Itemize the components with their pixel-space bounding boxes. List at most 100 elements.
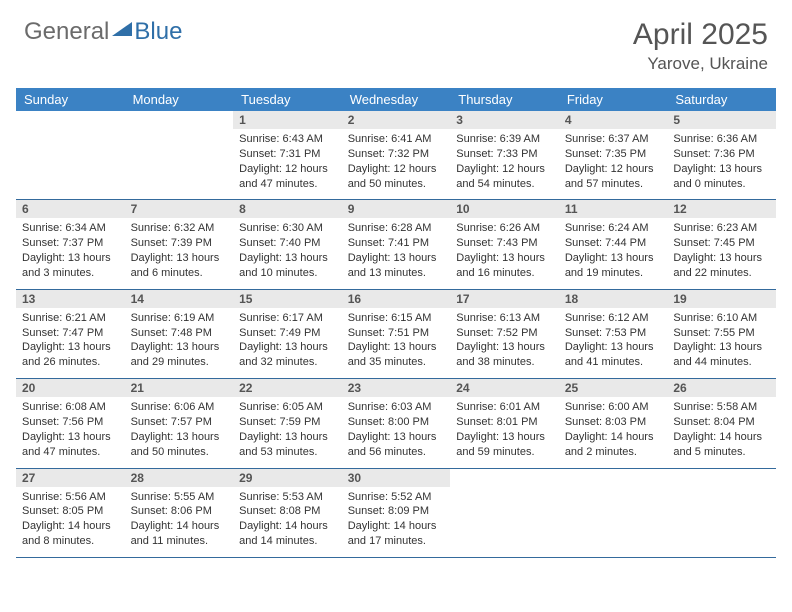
calendar-cell: 28Sunrise: 5:55 AMSunset: 8:06 PMDayligh… — [125, 468, 234, 557]
day-number: 4 — [559, 111, 668, 129]
calendar-cell: 19Sunrise: 6:10 AMSunset: 7:55 PMDayligh… — [667, 289, 776, 378]
day-number: 25 — [559, 379, 668, 397]
day-number: 7 — [125, 200, 234, 218]
day-number: 24 — [450, 379, 559, 397]
calendar-cell: 30Sunrise: 5:52 AMSunset: 8:09 PMDayligh… — [342, 468, 451, 557]
calendar-cell: 18Sunrise: 6:12 AMSunset: 7:53 PMDayligh… — [559, 289, 668, 378]
calendar-body: 1Sunrise: 6:43 AMSunset: 7:31 PMDaylight… — [16, 111, 776, 557]
day-details: Sunrise: 5:56 AMSunset: 8:05 PMDaylight:… — [16, 487, 125, 557]
calendar-row: 1Sunrise: 6:43 AMSunset: 7:31 PMDaylight… — [16, 111, 776, 200]
calendar-cell — [16, 111, 125, 200]
calendar-cell: 23Sunrise: 6:03 AMSunset: 8:00 PMDayligh… — [342, 379, 451, 468]
day-number: 13 — [16, 290, 125, 308]
page-title: April 2025 — [633, 18, 768, 52]
day-number: 29 — [233, 469, 342, 487]
day-details: Sunrise: 6:30 AMSunset: 7:40 PMDaylight:… — [233, 218, 342, 288]
calendar-cell — [125, 111, 234, 200]
calendar-cell — [450, 468, 559, 557]
calendar-cell: 13Sunrise: 6:21 AMSunset: 7:47 PMDayligh… — [16, 289, 125, 378]
day-number: 23 — [342, 379, 451, 397]
day-details: Sunrise: 6:19 AMSunset: 7:48 PMDaylight:… — [125, 308, 234, 378]
day-details: Sunrise: 5:53 AMSunset: 8:08 PMDaylight:… — [233, 487, 342, 557]
day-details: Sunrise: 6:13 AMSunset: 7:52 PMDaylight:… — [450, 308, 559, 378]
day-details: Sunrise: 6:06 AMSunset: 7:57 PMDaylight:… — [125, 397, 234, 467]
calendar-cell: 5Sunrise: 6:36 AMSunset: 7:36 PMDaylight… — [667, 111, 776, 200]
day-number: 30 — [342, 469, 451, 487]
calendar-cell — [667, 468, 776, 557]
day-details: Sunrise: 6:43 AMSunset: 7:31 PMDaylight:… — [233, 129, 342, 199]
location-label: Yarove, Ukraine — [633, 54, 768, 74]
day-number: 19 — [667, 290, 776, 308]
day-details: Sunrise: 6:39 AMSunset: 7:33 PMDaylight:… — [450, 129, 559, 199]
logo: General Blue — [24, 18, 182, 46]
calendar-cell: 12Sunrise: 6:23 AMSunset: 7:45 PMDayligh… — [667, 200, 776, 289]
calendar-row: 20Sunrise: 6:08 AMSunset: 7:56 PMDayligh… — [16, 379, 776, 468]
header: General Blue April 2025 Yarove, Ukraine — [0, 0, 792, 82]
day-details: Sunrise: 5:58 AMSunset: 8:04 PMDaylight:… — [667, 397, 776, 467]
weekday-header: Sunday — [16, 88, 125, 111]
calendar-cell: 11Sunrise: 6:24 AMSunset: 7:44 PMDayligh… — [559, 200, 668, 289]
day-number: 27 — [16, 469, 125, 487]
day-number: 28 — [125, 469, 234, 487]
day-number: 18 — [559, 290, 668, 308]
day-number: 17 — [450, 290, 559, 308]
day-details: Sunrise: 6:17 AMSunset: 7:49 PMDaylight:… — [233, 308, 342, 378]
day-number: 20 — [16, 379, 125, 397]
day-details: Sunrise: 6:41 AMSunset: 7:32 PMDaylight:… — [342, 129, 451, 199]
day-details: Sunrise: 6:03 AMSunset: 8:00 PMDaylight:… — [342, 397, 451, 467]
logo-text-blue: Blue — [134, 18, 182, 46]
day-details: Sunrise: 6:12 AMSunset: 7:53 PMDaylight:… — [559, 308, 668, 378]
day-details: Sunrise: 6:32 AMSunset: 7:39 PMDaylight:… — [125, 218, 234, 288]
day-number: 26 — [667, 379, 776, 397]
day-number: 5 — [667, 111, 776, 129]
day-number: 12 — [667, 200, 776, 218]
day-details: Sunrise: 6:34 AMSunset: 7:37 PMDaylight:… — [16, 218, 125, 288]
day-details: Sunrise: 5:55 AMSunset: 8:06 PMDaylight:… — [125, 487, 234, 557]
calendar-cell: 6Sunrise: 6:34 AMSunset: 7:37 PMDaylight… — [16, 200, 125, 289]
day-number: 15 — [233, 290, 342, 308]
calendar-cell: 2Sunrise: 6:41 AMSunset: 7:32 PMDaylight… — [342, 111, 451, 200]
calendar-cell: 20Sunrise: 6:08 AMSunset: 7:56 PMDayligh… — [16, 379, 125, 468]
day-number: 11 — [559, 200, 668, 218]
weekday-header: Thursday — [450, 88, 559, 111]
day-details: Sunrise: 6:08 AMSunset: 7:56 PMDaylight:… — [16, 397, 125, 467]
calendar-cell: 4Sunrise: 6:37 AMSunset: 7:35 PMDaylight… — [559, 111, 668, 200]
day-details: Sunrise: 6:21 AMSunset: 7:47 PMDaylight:… — [16, 308, 125, 378]
day-number: 16 — [342, 290, 451, 308]
calendar-cell: 17Sunrise: 6:13 AMSunset: 7:52 PMDayligh… — [450, 289, 559, 378]
logo-text-general: General — [24, 18, 109, 46]
calendar-cell: 9Sunrise: 6:28 AMSunset: 7:41 PMDaylight… — [342, 200, 451, 289]
weekday-header: Tuesday — [233, 88, 342, 111]
calendar-cell: 16Sunrise: 6:15 AMSunset: 7:51 PMDayligh… — [342, 289, 451, 378]
calendar-cell: 1Sunrise: 6:43 AMSunset: 7:31 PMDaylight… — [233, 111, 342, 200]
calendar-cell: 10Sunrise: 6:26 AMSunset: 7:43 PMDayligh… — [450, 200, 559, 289]
day-details: Sunrise: 6:05 AMSunset: 7:59 PMDaylight:… — [233, 397, 342, 467]
weekday-header: Wednesday — [342, 88, 451, 111]
day-details: Sunrise: 6:00 AMSunset: 8:03 PMDaylight:… — [559, 397, 668, 467]
day-number: 3 — [450, 111, 559, 129]
day-number: 1 — [233, 111, 342, 129]
day-details: Sunrise: 6:37 AMSunset: 7:35 PMDaylight:… — [559, 129, 668, 199]
day-details: Sunrise: 6:36 AMSunset: 7:36 PMDaylight:… — [667, 129, 776, 199]
day-details: Sunrise: 6:24 AMSunset: 7:44 PMDaylight:… — [559, 218, 668, 288]
calendar-cell: 3Sunrise: 6:39 AMSunset: 7:33 PMDaylight… — [450, 111, 559, 200]
day-details: Sunrise: 6:15 AMSunset: 7:51 PMDaylight:… — [342, 308, 451, 378]
day-details: Sunrise: 6:23 AMSunset: 7:45 PMDaylight:… — [667, 218, 776, 288]
weekday-header: Saturday — [667, 88, 776, 111]
calendar-cell: 7Sunrise: 6:32 AMSunset: 7:39 PMDaylight… — [125, 200, 234, 289]
day-details: Sunrise: 6:10 AMSunset: 7:55 PMDaylight:… — [667, 308, 776, 378]
calendar-row: 27Sunrise: 5:56 AMSunset: 8:05 PMDayligh… — [16, 468, 776, 557]
calendar-row: 6Sunrise: 6:34 AMSunset: 7:37 PMDaylight… — [16, 200, 776, 289]
weekday-header-row: SundayMondayTuesdayWednesdayThursdayFrid… — [16, 88, 776, 111]
calendar-row: 13Sunrise: 6:21 AMSunset: 7:47 PMDayligh… — [16, 289, 776, 378]
calendar-cell: 29Sunrise: 5:53 AMSunset: 8:08 PMDayligh… — [233, 468, 342, 557]
day-number: 6 — [16, 200, 125, 218]
day-number: 22 — [233, 379, 342, 397]
calendar-cell: 8Sunrise: 6:30 AMSunset: 7:40 PMDaylight… — [233, 200, 342, 289]
calendar-cell: 25Sunrise: 6:00 AMSunset: 8:03 PMDayligh… — [559, 379, 668, 468]
day-details: Sunrise: 6:26 AMSunset: 7:43 PMDaylight:… — [450, 218, 559, 288]
day-details: Sunrise: 6:28 AMSunset: 7:41 PMDaylight:… — [342, 218, 451, 288]
day-number: 14 — [125, 290, 234, 308]
calendar-cell: 22Sunrise: 6:05 AMSunset: 7:59 PMDayligh… — [233, 379, 342, 468]
calendar-cell: 14Sunrise: 6:19 AMSunset: 7:48 PMDayligh… — [125, 289, 234, 378]
